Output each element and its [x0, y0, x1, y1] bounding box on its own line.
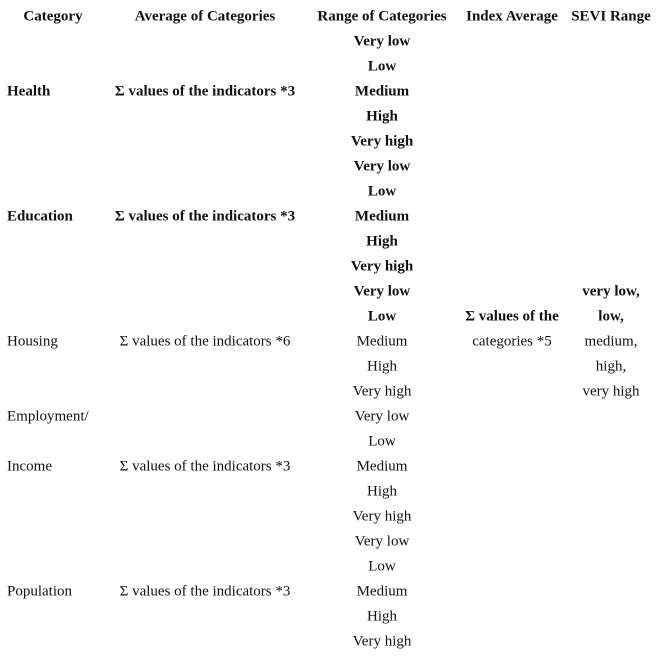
range-label: Very high: [352, 633, 412, 650]
range-label: Low: [367, 58, 397, 75]
sevi-range: very high: [582, 383, 640, 400]
sevi-range: low,: [598, 308, 624, 325]
average-formula: Σ values of the indicators *6: [119, 333, 291, 350]
sevi-range: high,: [595, 358, 627, 375]
range-label: Very high: [352, 508, 412, 525]
index-average: categories *5: [472, 333, 552, 350]
category-label: Income: [7, 458, 52, 475]
range-label: Low: [367, 183, 397, 200]
index-average: Σ values of the: [465, 308, 559, 325]
category-label: Housing: [7, 333, 58, 350]
range-label: High: [367, 483, 397, 500]
column-header: SEVI Range: [571, 8, 651, 25]
range-label: High: [367, 608, 397, 625]
range-label: Low: [367, 308, 397, 325]
range-label: Medium: [356, 583, 408, 600]
sevi-range: medium,: [584, 333, 638, 350]
average-formula: Σ values of the indicators *3: [114, 208, 296, 225]
column-header: Range of Categories: [317, 8, 447, 25]
range-label: Very high: [352, 383, 412, 400]
average-formula: Σ values of the indicators *3: [119, 583, 291, 600]
range-label: Very low: [353, 158, 411, 175]
range-label: Medium: [354, 83, 410, 100]
average-formula: Σ values of the indicators *3: [114, 83, 296, 100]
range-label: Medium: [356, 333, 408, 350]
category-label: Population: [7, 583, 73, 600]
range-label: Very high: [350, 133, 414, 150]
range-label: Low: [368, 433, 396, 450]
range-label: High: [367, 358, 397, 375]
category-label: Education: [7, 208, 73, 225]
column-header: Average of Categories: [134, 8, 276, 25]
range-label: Very low: [353, 283, 411, 300]
range-label: Medium: [356, 458, 408, 475]
sevi-range: very low,: [582, 283, 640, 300]
range-label: Very high: [350, 258, 414, 275]
category-label: Employment/: [7, 408, 89, 425]
range-label: Medium: [354, 208, 410, 225]
range-label: High: [366, 233, 398, 250]
column-header: Index Average: [466, 8, 558, 25]
category-label: Health: [7, 83, 51, 100]
column-header: Category: [23, 8, 83, 25]
average-formula: Σ values of the indicators *3: [119, 458, 291, 475]
range-label: Very low: [354, 408, 410, 425]
range-label: Very low: [353, 33, 411, 50]
range-label: High: [366, 108, 398, 125]
range-label: Very low: [354, 533, 410, 550]
range-label: Low: [368, 558, 396, 575]
